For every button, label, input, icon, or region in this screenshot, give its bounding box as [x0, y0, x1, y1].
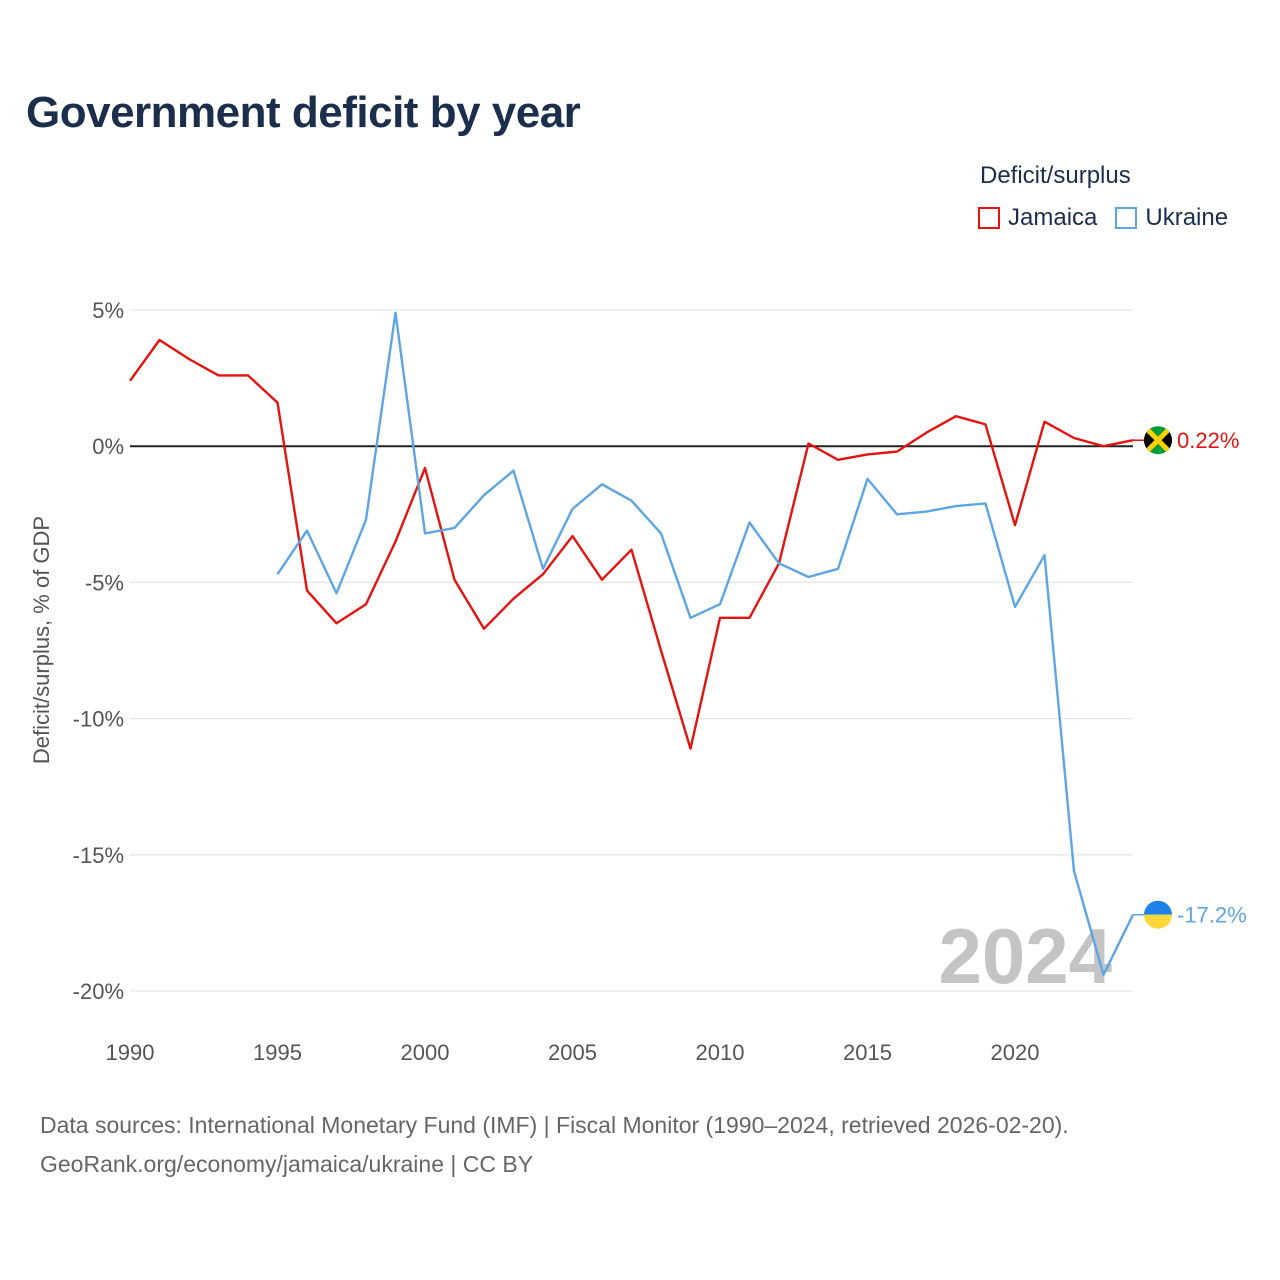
data-point-ukraine [866, 477, 870, 481]
data-point-jamaica [925, 431, 929, 435]
data-point-jamaica [600, 578, 604, 582]
data-point-jamaica [423, 466, 427, 470]
chart-title: Government deficit by year [26, 88, 581, 137]
data-point-jamaica [187, 357, 191, 361]
data-point-jamaica [571, 534, 575, 538]
data-point-ukraine [335, 591, 339, 595]
data-point-ukraine [777, 561, 781, 565]
data-point-ukraine [659, 531, 663, 535]
x-tick-label: 2015 [843, 1040, 892, 1065]
legend: Jamaica Ukraine [978, 204, 1246, 232]
data-point-jamaica [276, 401, 280, 405]
data-point-ukraine [748, 520, 752, 524]
x-tick-label: 1995 [253, 1040, 302, 1065]
data-point-ukraine [453, 526, 457, 530]
data-point-ukraine [1072, 869, 1076, 873]
y-tick-label: 0% [92, 434, 124, 459]
data-point-jamaica [512, 597, 516, 601]
data-point-ukraine [364, 518, 368, 522]
data-point-jamaica [895, 450, 899, 454]
data-point-ukraine [954, 504, 958, 508]
source-note: Data sources: International Monetary Fun… [40, 1106, 1069, 1184]
x-tick-label: 2020 [991, 1040, 1040, 1065]
series-line-jamaica [129, 338, 1134, 750]
data-point-jamaica [128, 379, 132, 383]
data-point-ukraine [305, 529, 309, 533]
y-tick-label: -20% [73, 979, 124, 1004]
data-point-ukraine [836, 567, 840, 571]
source-line-2[interactable]: GeoRank.org/economy/jamaica/ukraine | CC… [40, 1151, 534, 1177]
series-line-ukraine [276, 311, 1135, 976]
x-tick-label: 2005 [548, 1040, 597, 1065]
legend-label-jamaica: Jamaica [1008, 204, 1098, 231]
legend-swatch-ukraine [1115, 207, 1138, 229]
data-point-ukraine [925, 510, 929, 514]
data-point-jamaica [541, 572, 545, 576]
data-point-jamaica [1102, 444, 1106, 448]
jamaica-flag-icon [1144, 426, 1172, 455]
data-point-jamaica [1072, 436, 1076, 440]
legend-item-jamaica[interactable]: Jamaica [978, 204, 1097, 232]
data-point-jamaica [364, 602, 368, 606]
legend-title: Deficit/surplus [980, 162, 1131, 189]
source-line-1: Data sources: International Monetary Fun… [40, 1112, 1069, 1138]
data-point-ukraine [276, 572, 280, 576]
y-tick-label: -5% [85, 570, 124, 595]
data-point-jamaica [482, 627, 486, 631]
data-point-jamaica [748, 616, 752, 620]
data-point-jamaica [246, 373, 250, 377]
data-point-ukraine [541, 567, 545, 571]
x-tick-label: 2010 [696, 1040, 745, 1065]
data-point-jamaica [1013, 523, 1017, 527]
data-point-ukraine [1013, 605, 1017, 609]
data-point-ukraine [630, 499, 634, 503]
data-point-jamaica [659, 649, 663, 653]
data-point-ukraine [423, 531, 427, 535]
data-point-jamaica [807, 441, 811, 445]
ukraine-flag-icon [1144, 900, 1172, 929]
x-tick-label: 2000 [401, 1040, 450, 1065]
data-point-ukraine [394, 311, 398, 315]
y-tick-label: -10% [73, 707, 124, 732]
data-point-ukraine [482, 493, 486, 497]
data-point-jamaica [836, 458, 840, 462]
data-point-ukraine [1102, 973, 1106, 977]
data-point-jamaica [453, 578, 457, 582]
data-point-ukraine [984, 501, 988, 505]
legend-swatch-jamaica [978, 207, 1000, 229]
data-point-jamaica [394, 540, 398, 544]
y-tick-label: 5% [92, 298, 124, 323]
data-point-jamaica [335, 621, 339, 625]
data-point-jamaica [1043, 420, 1047, 424]
data-point-jamaica [305, 589, 309, 593]
data-point-ukraine [718, 602, 722, 606]
data-point-ukraine [571, 507, 575, 511]
data-point-ukraine [1043, 553, 1047, 557]
data-point-jamaica [689, 747, 693, 751]
data-point-jamaica [984, 422, 988, 426]
data-point-jamaica [866, 452, 870, 456]
data-point-ukraine [600, 482, 604, 486]
data-point-ukraine [689, 616, 693, 620]
data-point-ukraine [895, 512, 899, 516]
data-point-jamaica [954, 414, 958, 418]
end-label-ukraine: -17.2% [1177, 903, 1247, 928]
data-point-ukraine [512, 469, 516, 473]
legend-item-ukraine[interactable]: Ukraine [1115, 204, 1228, 232]
data-point-jamaica [158, 338, 162, 342]
data-point-ukraine [807, 575, 811, 579]
y-tick-label: -15% [73, 843, 124, 868]
y-axis-label: Deficit/surplus, % of GDP [29, 515, 54, 765]
year-watermark: 2024 [938, 912, 1112, 1000]
legend-label-ukraine: Ukraine [1145, 204, 1229, 231]
data-point-jamaica [718, 616, 722, 620]
data-point-jamaica [217, 373, 221, 377]
end-label-jamaica: 0.22% [1177, 428, 1239, 453]
data-point-jamaica [630, 548, 634, 552]
x-tick-label: 1990 [106, 1040, 155, 1065]
